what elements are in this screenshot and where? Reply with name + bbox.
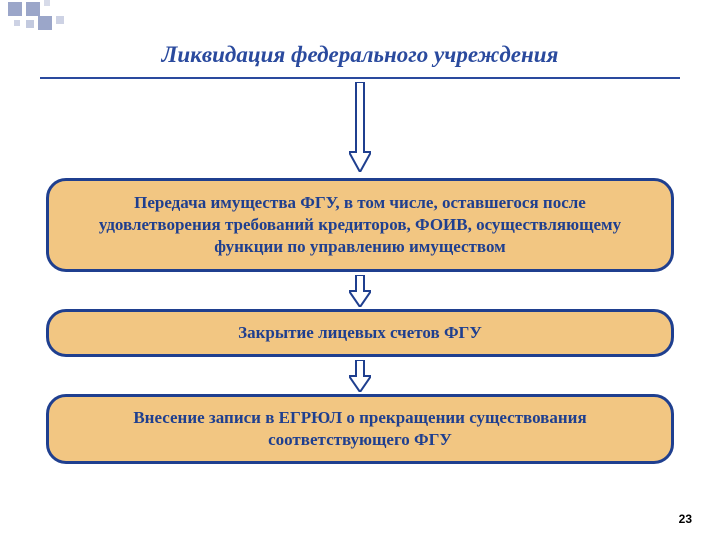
step-text-2: Закрытие лицевых счетов ФГУ: [238, 322, 482, 344]
page-title: Ликвидация федерального учреждения: [0, 42, 720, 68]
slide: Ликвидация федерального учреждения Перед…: [0, 0, 720, 540]
step-box-2: Закрытие лицевых счетов ФГУ: [46, 309, 674, 357]
step-text-1: Передача имущества ФГУ, в том числе, ост…: [77, 192, 643, 258]
step-text-3: Внесение записи в ЕГРЮЛ о прекращении су…: [77, 407, 643, 451]
arrow-down-icon: [349, 82, 371, 172]
arrow-down-icon: [349, 275, 371, 307]
page-number: 23: [679, 512, 692, 526]
step-box-3: Внесение записи в ЕГРЮЛ о прекращении су…: [46, 394, 674, 464]
title-underline: [40, 77, 680, 79]
corner-decoration: [0, 0, 120, 30]
step-box-1: Передача имущества ФГУ, в том числе, ост…: [46, 178, 674, 272]
arrow-down-icon: [349, 360, 371, 392]
